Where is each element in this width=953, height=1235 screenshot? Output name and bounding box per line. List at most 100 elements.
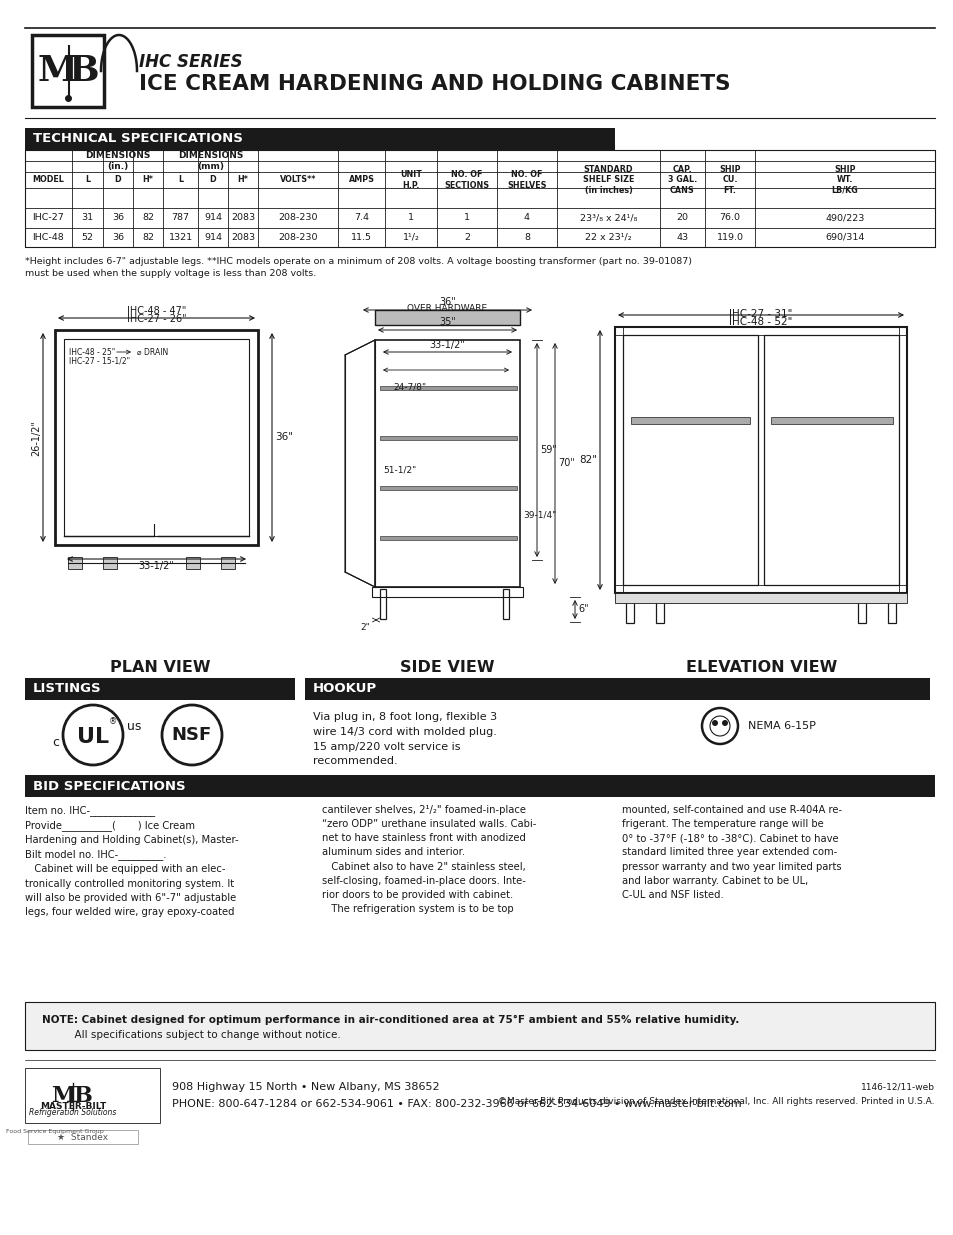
Text: 11.5: 11.5 (351, 233, 372, 242)
Text: IHC-48 - 47": IHC-48 - 47" (127, 306, 186, 316)
Text: B: B (69, 54, 99, 88)
Text: CAP.
3 GAL.
CANS: CAP. 3 GAL. CANS (667, 165, 697, 195)
Text: L: L (85, 175, 90, 184)
Text: (mm): (mm) (196, 162, 224, 170)
Text: 20: 20 (676, 214, 688, 222)
Text: 208-230: 208-230 (278, 233, 317, 242)
Text: 35": 35" (438, 317, 456, 327)
Bar (25, 149, 934, 247)
Text: D: D (114, 175, 121, 184)
Text: ⌀ DRAIN: ⌀ DRAIN (137, 347, 168, 357)
Bar (305, 678, 929, 700)
Text: NSF: NSF (172, 726, 212, 743)
Text: M: M (51, 1086, 75, 1107)
Bar (887, 598, 895, 622)
Text: 82: 82 (142, 214, 153, 222)
Text: TECHNICAL SPECIFICATIONS: TECHNICAL SPECIFICATIONS (33, 132, 243, 146)
Text: 39-1/4": 39-1/4" (522, 510, 556, 520)
Text: IHC-27: IHC-27 (32, 214, 64, 222)
Bar (379, 589, 386, 619)
Bar (25, 1002, 934, 1050)
Bar (64, 338, 249, 536)
Text: STANDARD
SHELF SIZE
(in inches): STANDARD SHELF SIZE (in inches) (582, 165, 634, 195)
Text: 82: 82 (142, 233, 153, 242)
Text: 690/314: 690/314 (824, 233, 863, 242)
Bar (615, 593, 906, 603)
Text: DIMENSIONS: DIMENSIONS (177, 151, 243, 161)
Text: NO. OF
SHELVES: NO. OF SHELVES (507, 170, 546, 189)
Text: 4: 4 (523, 214, 530, 222)
Bar (25, 776, 934, 797)
Text: IHC-27 - 31": IHC-27 - 31" (728, 309, 792, 319)
Text: Food Service Equipment Group: Food Service Equipment Group (6, 1130, 104, 1135)
Text: ★  Standex: ★ Standex (57, 1132, 109, 1141)
Text: SHIP
CU.
FT.: SHIP CU. FT. (719, 165, 740, 195)
Bar (379, 387, 517, 390)
Text: cantilever shelves, 2¹/₂" foamed-in-place
“zero ODP” urethane insulated walls. C: cantilever shelves, 2¹/₂" foamed-in-plac… (322, 805, 536, 914)
Text: 43: 43 (676, 233, 688, 242)
Text: D: D (210, 175, 216, 184)
Text: 2: 2 (463, 233, 470, 242)
Text: NEMA 6-15P: NEMA 6-15P (747, 721, 815, 731)
Bar (379, 536, 517, 540)
Text: 914: 914 (204, 214, 222, 222)
Bar (68, 557, 82, 569)
Text: IHC SERIES: IHC SERIES (139, 53, 242, 72)
Text: 36: 36 (112, 233, 124, 242)
Text: 22 x 23¹/₂: 22 x 23¹/₂ (584, 233, 631, 242)
Text: 36": 36" (274, 432, 293, 442)
Text: UL: UL (77, 727, 109, 747)
Text: SHIP
WT.
LB/KG: SHIP WT. LB/KG (831, 165, 858, 195)
Text: 1: 1 (408, 214, 414, 222)
Bar (615, 327, 906, 593)
Text: ICE CREAM HARDENING AND HOLDING CABINETS: ICE CREAM HARDENING AND HOLDING CABINETS (139, 74, 730, 94)
Text: 1¹/₂: 1¹/₂ (402, 233, 419, 242)
Bar (221, 557, 234, 569)
Text: us: us (127, 720, 141, 734)
Text: 1321: 1321 (169, 233, 193, 242)
Bar (770, 417, 892, 424)
Text: 787: 787 (172, 214, 190, 222)
Text: 908 Highway 15 North • New Albany, MS 38652
PHONE: 800-647-1284 or 662-534-9061 : 908 Highway 15 North • New Albany, MS 38… (172, 1082, 740, 1109)
Text: 1146-12/11-web
©Master-Bilt Products division of Standex International, Inc. All: 1146-12/11-web ©Master-Bilt Products div… (498, 1082, 934, 1107)
Text: 2": 2" (360, 622, 370, 632)
Text: UNIT
H.P.: UNIT H.P. (399, 170, 421, 189)
Text: mounted, self-contained and use R-404A re-
frigerant. The temperature range will: mounted, self-contained and use R-404A r… (621, 805, 841, 900)
Text: 70": 70" (558, 458, 575, 468)
Text: L: L (178, 175, 183, 184)
Text: M: M (37, 54, 77, 88)
Bar (630, 417, 749, 424)
Text: c: c (52, 736, 59, 750)
Bar (28, 1130, 138, 1144)
Text: IHC-27 - 26": IHC-27 - 26" (127, 314, 186, 324)
Text: H*: H* (142, 175, 153, 184)
Text: 7.4: 7.4 (354, 214, 369, 222)
Text: 33-1/2": 33-1/2" (429, 340, 465, 350)
Bar (25, 1068, 160, 1123)
Bar (375, 310, 519, 325)
Text: 8: 8 (523, 233, 530, 242)
Text: *Height includes 6-7" adjustable legs. **IHC models operate on a minimum of 208 : *Height includes 6-7" adjustable legs. *… (25, 257, 691, 279)
Text: DIMENSIONS: DIMENSIONS (85, 151, 150, 161)
Circle shape (711, 720, 718, 726)
Text: (in.): (in.) (107, 162, 128, 170)
Text: B: B (73, 1086, 92, 1107)
Circle shape (721, 720, 727, 726)
Bar (379, 436, 517, 440)
Bar (25, 128, 615, 149)
Bar (656, 598, 663, 622)
Bar (502, 589, 509, 619)
Text: PLAN VIEW: PLAN VIEW (110, 659, 210, 676)
Text: ®: ® (109, 718, 117, 726)
Text: HOOKUP: HOOKUP (313, 683, 376, 695)
Text: 23³/₈ x 24¹/₈: 23³/₈ x 24¹/₈ (579, 214, 637, 222)
Text: IHC-48 - 25": IHC-48 - 25" (69, 348, 115, 357)
Bar (857, 598, 865, 622)
Text: OVER HARDWARE: OVER HARDWARE (407, 304, 487, 312)
Text: 208-230: 208-230 (278, 214, 317, 222)
Text: 36": 36" (438, 296, 456, 308)
Text: 2083: 2083 (231, 214, 254, 222)
Text: 490/223: 490/223 (824, 214, 863, 222)
Text: 6": 6" (578, 604, 588, 615)
Text: BID SPECIFICATIONS: BID SPECIFICATIONS (33, 779, 186, 793)
